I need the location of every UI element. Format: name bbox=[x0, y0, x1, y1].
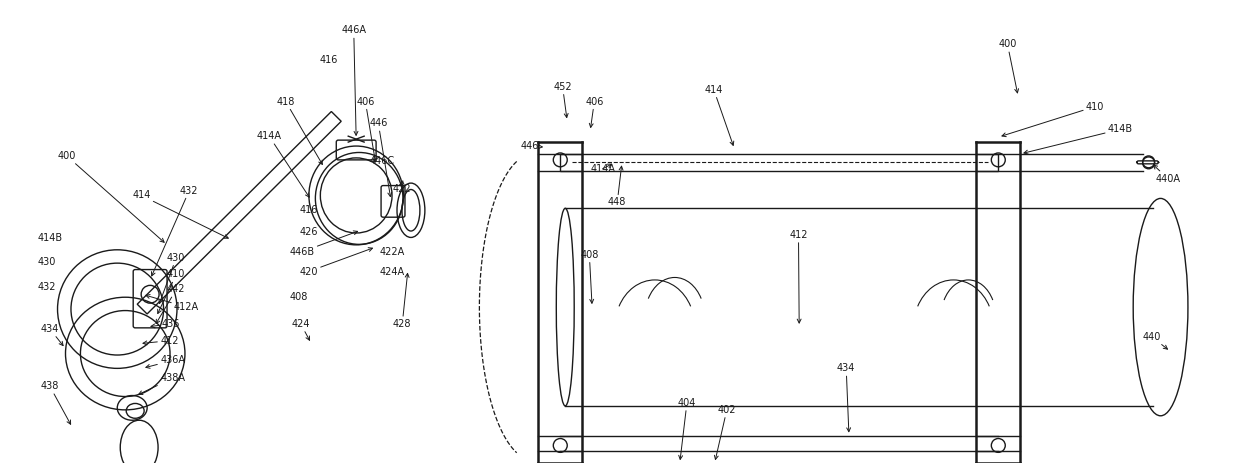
Text: 400: 400 bbox=[57, 151, 164, 242]
Text: 434: 434 bbox=[837, 363, 856, 432]
Text: 414: 414 bbox=[133, 191, 228, 238]
Text: 432: 432 bbox=[151, 185, 198, 276]
Text: 442: 442 bbox=[156, 284, 186, 323]
Text: 408: 408 bbox=[289, 292, 308, 302]
Text: 424A: 424A bbox=[379, 267, 404, 276]
Text: 412: 412 bbox=[143, 336, 179, 346]
Text: 418: 418 bbox=[277, 96, 322, 164]
Text: 432: 432 bbox=[37, 282, 56, 292]
Text: 414B: 414B bbox=[37, 233, 63, 243]
Text: 448: 448 bbox=[608, 166, 626, 207]
Text: 400: 400 bbox=[998, 39, 1018, 93]
Text: 416: 416 bbox=[299, 206, 317, 215]
Text: 428: 428 bbox=[393, 274, 412, 329]
Text: 438: 438 bbox=[41, 381, 71, 424]
Text: 402: 402 bbox=[714, 405, 737, 459]
Text: 406: 406 bbox=[585, 96, 604, 127]
Text: 440: 440 bbox=[1142, 332, 1168, 349]
Text: 446: 446 bbox=[521, 141, 542, 151]
Text: 446A: 446A bbox=[341, 26, 366, 135]
Text: 414A: 414A bbox=[590, 164, 615, 174]
Text: 422A: 422A bbox=[379, 247, 404, 257]
Text: 436: 436 bbox=[151, 319, 181, 329]
Text: 440A: 440A bbox=[1153, 165, 1180, 184]
Text: 430: 430 bbox=[159, 253, 186, 303]
Text: 412: 412 bbox=[789, 230, 807, 323]
Text: 410: 410 bbox=[1002, 102, 1105, 137]
Text: 426: 426 bbox=[299, 227, 317, 237]
Text: 430: 430 bbox=[37, 257, 56, 267]
Text: 420: 420 bbox=[299, 247, 372, 276]
Text: 446C: 446C bbox=[370, 156, 394, 166]
Text: 452: 452 bbox=[553, 82, 572, 117]
Text: 406: 406 bbox=[356, 96, 377, 162]
Text: 414B: 414B bbox=[1024, 124, 1133, 154]
Text: 414: 414 bbox=[704, 85, 734, 145]
Text: 404: 404 bbox=[678, 398, 696, 459]
Text: 446B: 446B bbox=[289, 231, 357, 257]
Text: 416: 416 bbox=[320, 55, 337, 65]
Text: 408: 408 bbox=[580, 250, 599, 303]
Text: 410: 410 bbox=[157, 269, 186, 314]
Text: 438A: 438A bbox=[139, 373, 185, 394]
Text: 414A: 414A bbox=[257, 131, 309, 197]
Text: 424: 424 bbox=[291, 319, 310, 340]
Text: 412A: 412A bbox=[146, 295, 200, 312]
Text: 436A: 436A bbox=[146, 356, 185, 368]
Text: 434: 434 bbox=[41, 324, 63, 346]
Text: 422: 422 bbox=[393, 181, 412, 193]
Text: 446: 446 bbox=[370, 118, 392, 197]
